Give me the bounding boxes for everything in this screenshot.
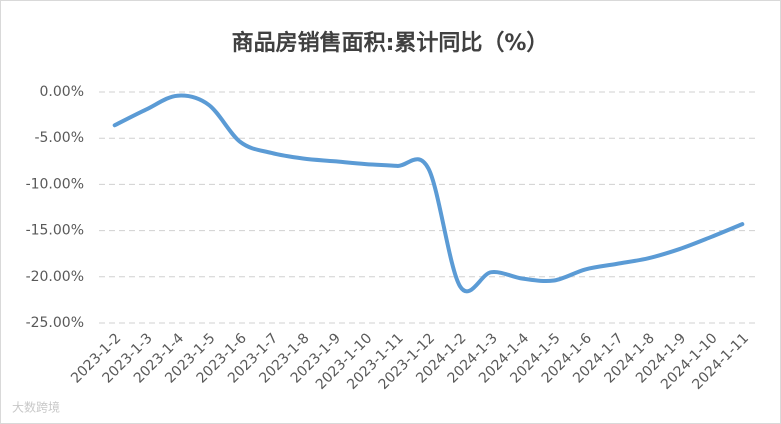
y-tick-label: -15.00% (26, 223, 84, 239)
watermark: 大数跨境 (12, 400, 60, 415)
y-tick-label: -5.00% (34, 130, 84, 146)
y-tick-label: -10.00% (26, 176, 84, 192)
chart-title: 商品房销售面积:累计同比（%） (232, 30, 549, 56)
y-tick-label: -20.00% (26, 269, 84, 285)
y-tick-label: -25.00% (26, 315, 84, 331)
y-tick-label: 0.00% (40, 84, 84, 100)
line-series (112, 93, 745, 294)
